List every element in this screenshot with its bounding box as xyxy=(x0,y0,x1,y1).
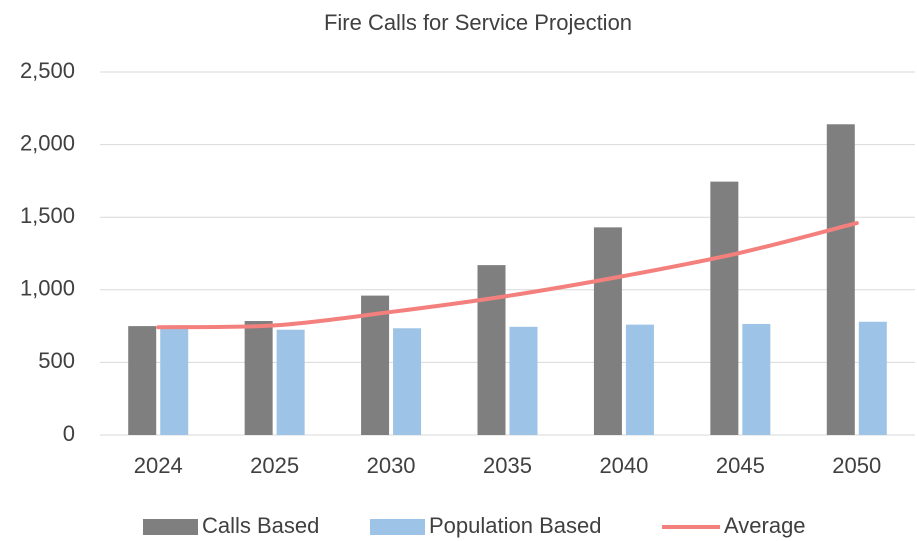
legend-label: Calls Based xyxy=(202,513,319,538)
legend-swatch xyxy=(143,519,198,535)
x-tick-label: 2040 xyxy=(599,453,648,478)
bar xyxy=(393,328,422,435)
x-tick-label: 2035 xyxy=(483,453,532,478)
x-tick-label: 2025 xyxy=(250,453,299,478)
legend-label: Average xyxy=(724,513,806,538)
x-tick-label: 2050 xyxy=(832,453,881,478)
bar xyxy=(625,324,654,435)
y-tick-label: 1,000 xyxy=(20,276,75,301)
y-tick-label: 0 xyxy=(63,421,75,446)
bar xyxy=(276,329,305,435)
x-tick-label: 2030 xyxy=(367,453,416,478)
y-tick-label: 2,500 xyxy=(20,58,75,83)
x-tick-label: 2024 xyxy=(134,453,183,478)
bar xyxy=(826,124,855,435)
bar xyxy=(509,326,538,435)
bar xyxy=(361,295,390,435)
bar xyxy=(160,328,189,435)
line xyxy=(156,221,859,330)
bar xyxy=(593,227,622,435)
y-tick-label: 2,000 xyxy=(20,130,75,155)
bar xyxy=(742,323,771,435)
bar xyxy=(710,181,739,435)
bar xyxy=(128,326,157,435)
bar xyxy=(244,321,273,435)
bar xyxy=(858,321,887,435)
bar xyxy=(477,265,506,435)
y-tick-label: 500 xyxy=(38,348,75,373)
x-tick-label: 2045 xyxy=(716,453,765,478)
chart-title: Fire Calls for Service Projection xyxy=(324,10,632,35)
y-tick-label: 1,500 xyxy=(20,203,75,228)
legend-swatch xyxy=(370,519,425,535)
legend-label: Population Based xyxy=(429,513,601,538)
